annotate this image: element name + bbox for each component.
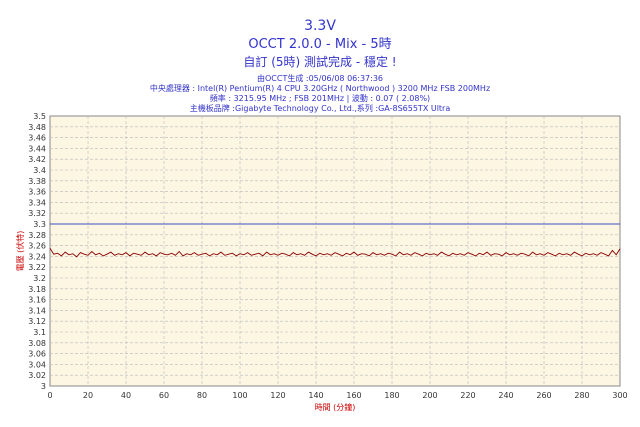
y-tick-label: 3.22	[28, 263, 46, 272]
x-tick-label: 120	[270, 391, 285, 400]
y-tick-label: 3.24	[28, 252, 46, 261]
x-axis-ticks: 0 20 40 60 80 100 120 140 160 180 200 220 240 260 280 3…	[47, 391, 627, 400]
x-tick-label: 200	[422, 391, 437, 400]
y-tick-label: 3.2	[33, 274, 46, 283]
chart-title: 3.3V	[304, 18, 336, 34]
y-tick-label: 3	[41, 382, 46, 391]
x-tick-label: 100	[232, 391, 247, 400]
x-tick-label: 180	[384, 391, 399, 400]
y-tick-label: 3.34	[28, 198, 46, 207]
y-tick-label: 3.18	[28, 285, 46, 294]
x-tick-label: 0	[47, 391, 52, 400]
x-tick-label: 80	[197, 391, 207, 400]
y-tick-label: 3.46	[28, 134, 46, 143]
x-tick-label: 220	[460, 391, 475, 400]
x-tick-label: 20	[83, 391, 93, 400]
test-status: 自訂 (5時) 測試完成 - 穩定 !	[243, 54, 396, 69]
y-axis-ticks: 3 3.02 3.043.06 3.08 3.1 3.12 3.143.16 3.18 3.2 3…	[28, 112, 46, 391]
info-frequency: 頻率 : 3215.95 MHz ; FSB 201MHz | 波動 : 0.0…	[210, 93, 430, 103]
x-tick-label: 280	[574, 391, 589, 400]
y-tick-label: 3.36	[28, 188, 46, 197]
y-tick-label: 3.48	[28, 123, 46, 132]
y-tick-label: 3.5	[33, 112, 46, 121]
y-tick-label: 3.04	[28, 360, 46, 369]
x-tick-label: 160	[346, 391, 361, 400]
chart-subtitle: OCCT 2.0.0 - Mix - 5時	[248, 37, 391, 52]
y-tick-label: 3.1	[33, 328, 46, 337]
y-tick-label: 3.16	[28, 296, 46, 305]
grid-lines	[50, 116, 620, 386]
x-axis-label: 時間 (分鐘)	[315, 402, 356, 412]
y-axis-label: 電壓 (伏特)	[15, 231, 25, 272]
y-tick-label: 3.32	[28, 209, 46, 218]
y-tick-label: 3.28	[28, 231, 46, 240]
x-tick-label: 40	[121, 391, 131, 400]
info-cpu: 中央處理器 : Intel(R) Pentium(R) 4 CPU 3.20GH…	[150, 83, 490, 93]
y-tick-label: 3.02	[28, 371, 46, 380]
y-tick-label: 3.08	[28, 339, 46, 348]
plot-area	[49, 115, 621, 387]
y-tick-label: 3.14	[28, 306, 46, 315]
x-tick-label: 140	[308, 391, 323, 400]
y-tick-label: 3.4	[33, 166, 46, 175]
info-generated: 由OCCT生成 :05/06/08 06:37:36	[257, 73, 383, 83]
y-tick-label: 3.42	[28, 155, 46, 164]
x-tick-label: 240	[498, 391, 513, 400]
info-motherboard: 主機板品牌 :Gigabyte Technology Co., Ltd.,系列 …	[190, 103, 451, 113]
y-tick-label: 3.26	[28, 242, 46, 251]
x-tick-label: 260	[536, 391, 551, 400]
x-tick-label: 60	[159, 391, 169, 400]
y-tick-label: 3.38	[28, 177, 46, 186]
y-tick-label: 3.12	[28, 317, 46, 326]
series-line	[49, 248, 621, 258]
x-tick-label: 300	[612, 391, 627, 400]
y-tick-label: 3.06	[28, 350, 46, 359]
y-tick-label: 3.44	[28, 144, 46, 153]
series-group	[49, 248, 621, 258]
y-tick-label: 3.3	[33, 220, 46, 229]
